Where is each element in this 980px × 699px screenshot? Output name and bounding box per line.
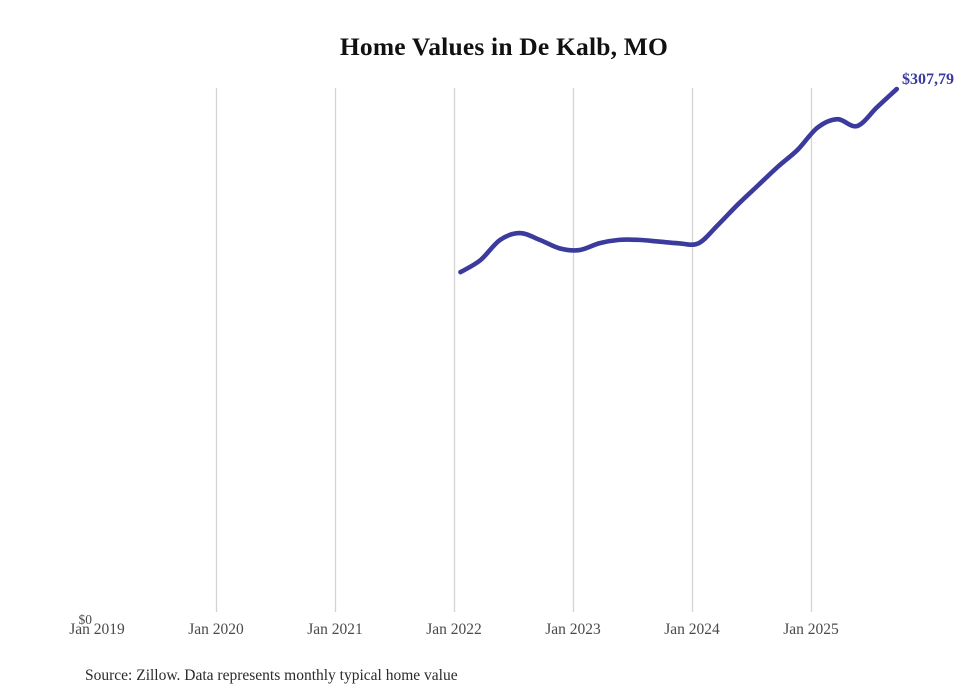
x-tick-jan-2021: Jan 2021 xyxy=(307,621,363,638)
gridlines xyxy=(215,88,813,612)
x-tick-jan-2022: Jan 2022 xyxy=(426,621,482,638)
x-tick-jan-2025: Jan 2025 xyxy=(783,621,839,638)
source-note: Source: Zillow. Data represents monthly … xyxy=(85,667,458,684)
series-line-group xyxy=(458,86,900,275)
x-tick-jan-2019: Jan 2019 xyxy=(69,621,125,638)
x-tick-jan-2020: Jan 2020 xyxy=(188,621,244,638)
end-value-label: $307,79 xyxy=(902,71,954,88)
x-tick-jan-2024: Jan 2024 xyxy=(664,621,720,638)
series-line-typical-home-value xyxy=(458,86,900,275)
y-tick-zero: $0 xyxy=(78,612,93,627)
x-tick-jan-2023: Jan 2023 xyxy=(545,621,601,638)
chart-title: Home Values in De Kalb, MO xyxy=(339,32,669,61)
